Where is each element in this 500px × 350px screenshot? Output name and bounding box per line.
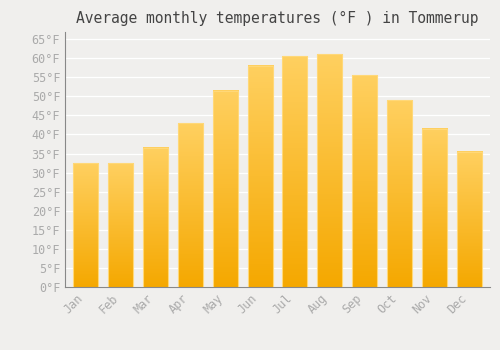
Title: Average monthly temperatures (°F ) in Tommerup: Average monthly temperatures (°F ) in To… bbox=[76, 11, 479, 26]
